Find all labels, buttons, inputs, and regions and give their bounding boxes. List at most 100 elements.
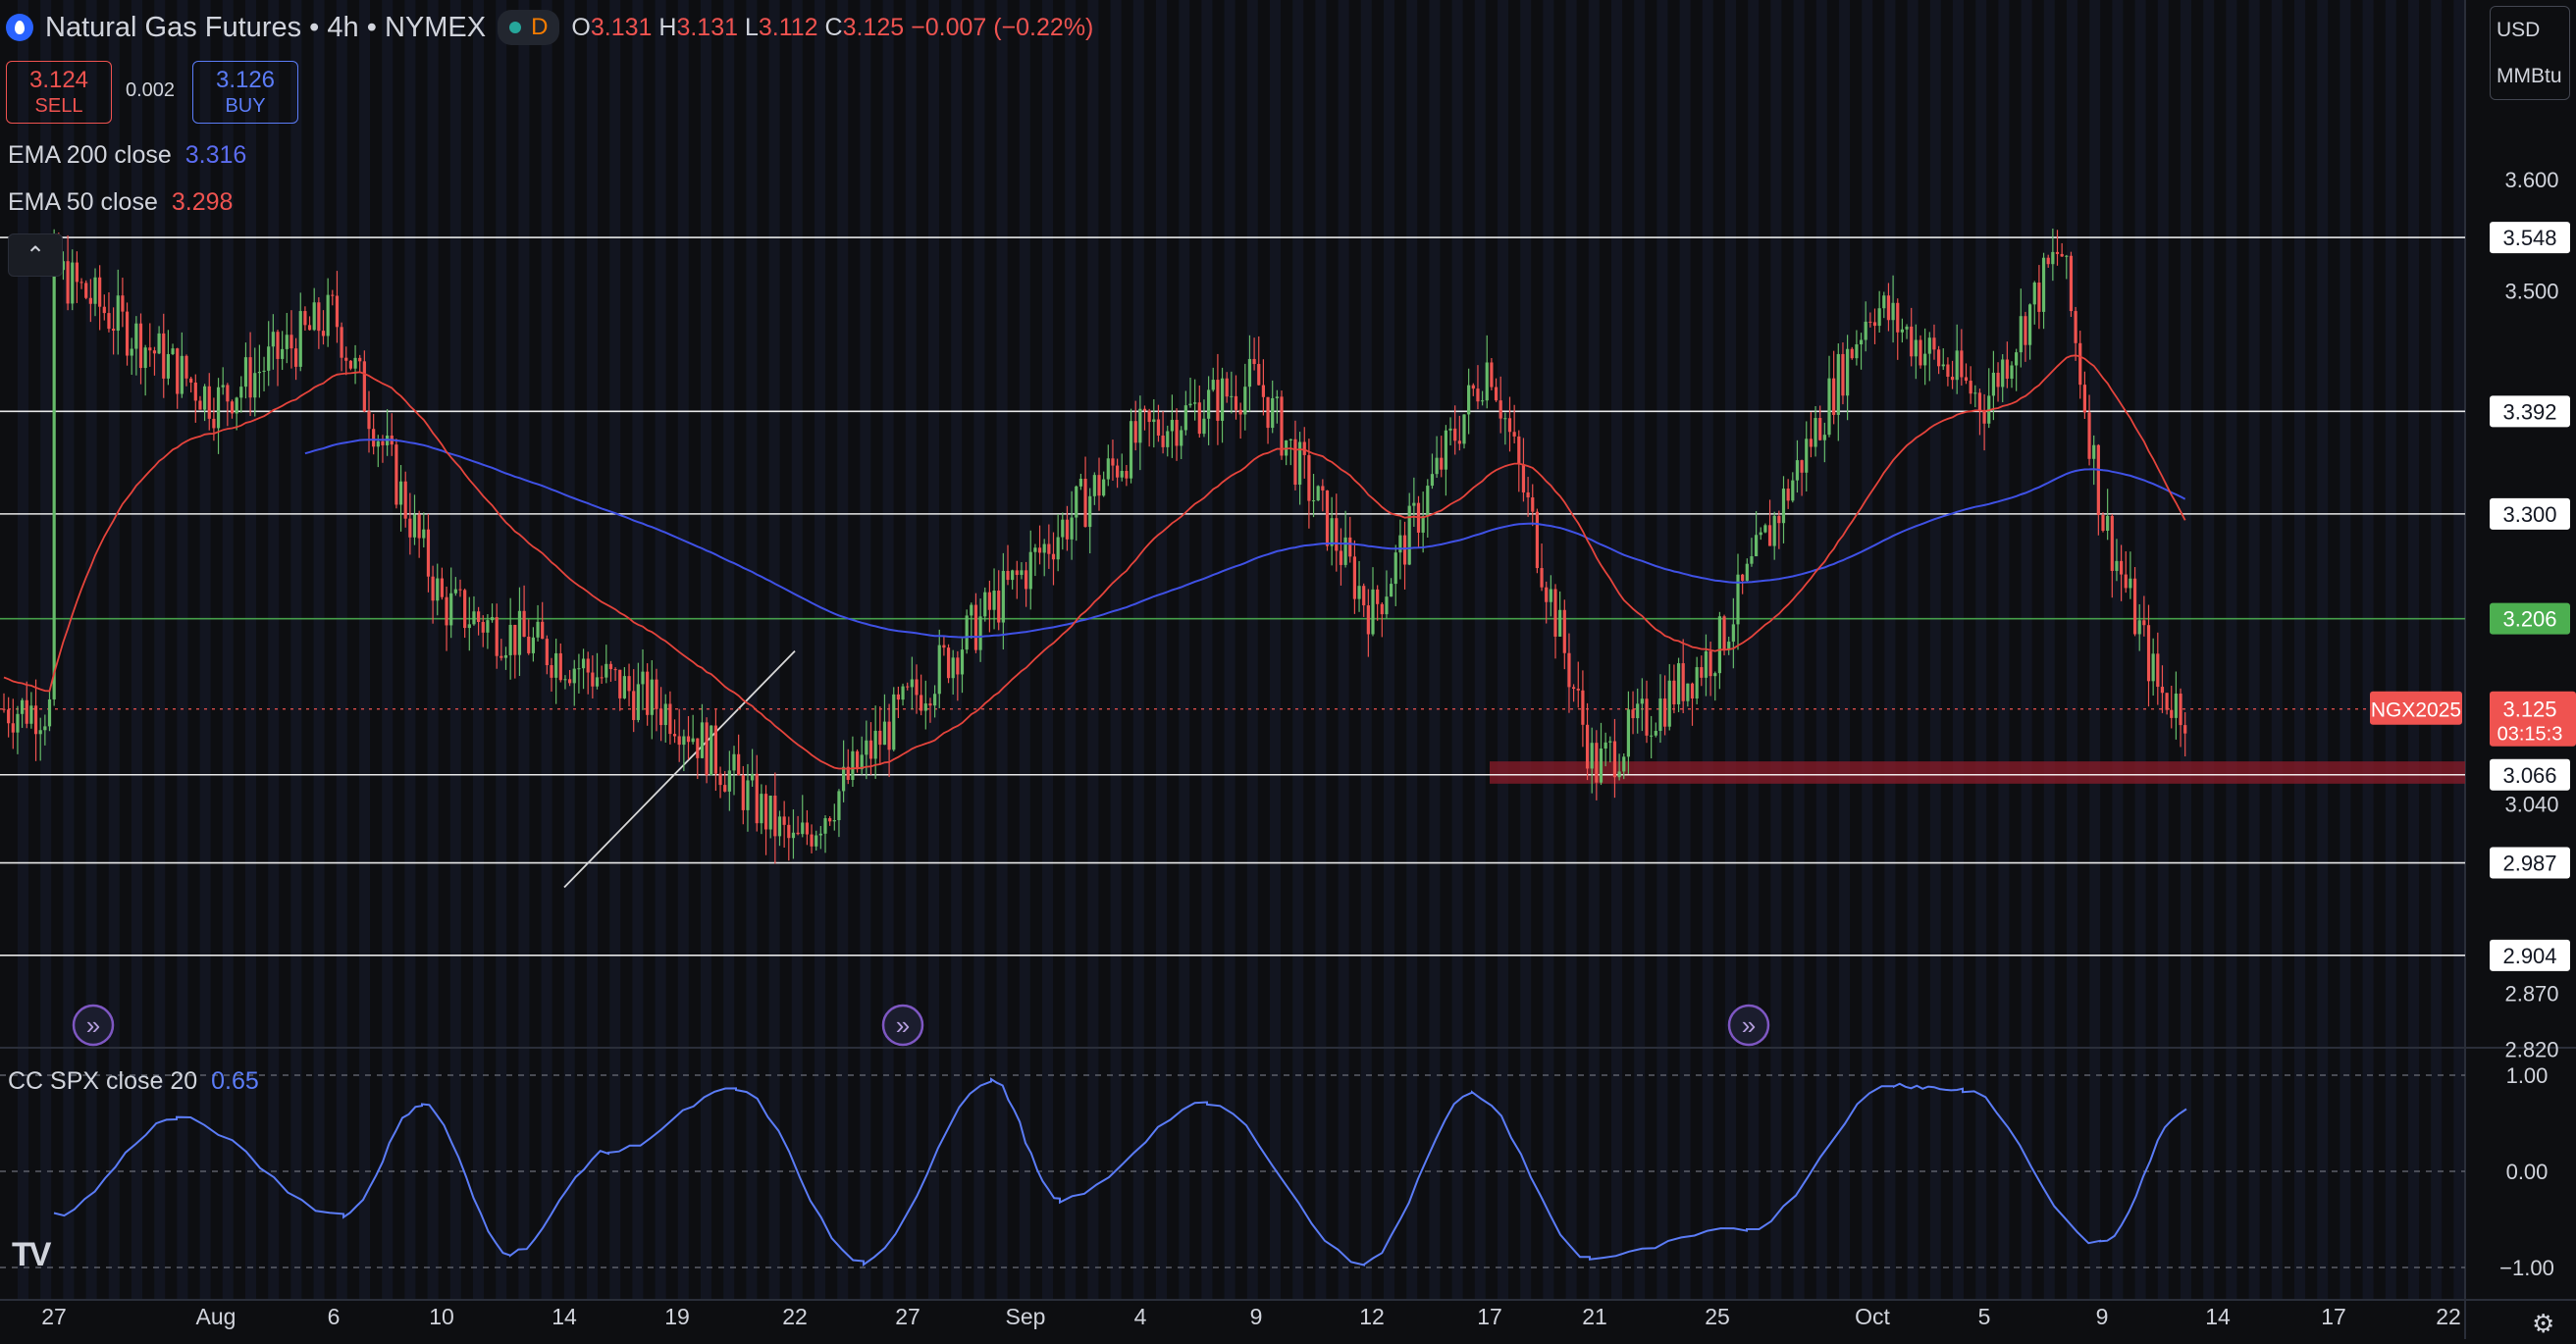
ohlc-readout: O3.131 H3.131 L3.112 C3.125 −0.007 (−0.2… [571, 13, 1094, 41]
trendline[interactable] [563, 650, 796, 889]
candle [773, 796, 777, 837]
candle [463, 590, 467, 629]
forward-arrow-icon[interactable] [881, 1004, 924, 1047]
candle [403, 481, 407, 519]
candle [605, 663, 608, 678]
symbol-title[interactable]: Natural Gas Futures • 4h • NYMEX [45, 11, 487, 43]
currency-unit-selector[interactable]: USD MMBtu [2490, 6, 2570, 100]
session-band [1042, 0, 1053, 1300]
candle [796, 832, 800, 835]
interval[interactable]: 4h [327, 11, 359, 43]
candle [920, 695, 923, 711]
session-band [1611, 0, 1622, 1300]
ema200-line[interactable] [304, 439, 2186, 639]
candle [281, 348, 285, 359]
price-tick: 3.500 [2504, 280, 2558, 304]
candle [1585, 724, 1590, 769]
time-tick: 4 [1134, 1304, 1147, 1329]
candle [1293, 439, 1297, 486]
candle [1298, 441, 1302, 486]
candle [298, 311, 302, 367]
session-band [1132, 0, 1144, 1300]
candle [686, 736, 691, 743]
candle [2179, 694, 2182, 726]
candle [1595, 743, 1599, 783]
cc-spx-line[interactable] [53, 1077, 2187, 1267]
candle [1161, 435, 1165, 447]
session-band [336, 0, 347, 1300]
sell-button[interactable]: 3.124 SELL [6, 61, 112, 124]
candle [257, 371, 261, 374]
candle [230, 401, 235, 414]
legend-ema200[interactable]: EMA 200 close 3.316 [8, 141, 246, 170]
legend-ema50[interactable]: EMA 50 close 3.298 [8, 188, 233, 217]
candle [1011, 570, 1015, 581]
candle [33, 705, 38, 735]
session-band [746, 0, 758, 1300]
candle [1704, 650, 1709, 678]
support-zone[interactable] [1490, 761, 2465, 784]
session-band [268, 0, 280, 1300]
candle [71, 262, 75, 304]
candle [554, 652, 558, 678]
legend-cc-spx[interactable]: CC SPX close 20 0.65 [8, 1067, 259, 1096]
session-band [2248, 0, 2260, 1300]
currency-label: USD [2497, 18, 2541, 41]
candle [317, 302, 321, 332]
level-label-box [2490, 847, 2570, 879]
candle [372, 429, 376, 447]
candle [1919, 339, 1922, 366]
candle [1288, 439, 1292, 440]
candle [1763, 525, 1767, 533]
candle [431, 576, 435, 601]
candle [1786, 489, 1790, 501]
candle [1964, 377, 1969, 382]
candle [531, 637, 535, 653]
candle [1755, 535, 1759, 557]
candle [276, 332, 280, 359]
candle [568, 679, 572, 684]
chevron-up-icon[interactable]: ⌃ [8, 233, 63, 277]
candle [851, 750, 855, 780]
candle [1640, 698, 1644, 704]
candle [818, 833, 822, 836]
candle [1800, 460, 1804, 473]
candle [312, 302, 316, 331]
candle [453, 589, 457, 594]
session-band [1429, 0, 1441, 1300]
candle [1485, 362, 1489, 401]
candle [1932, 337, 1936, 350]
chart-header: Natural Gas Futures • 4h • NYMEX D O3.13… [6, 8, 1093, 47]
candle [1914, 339, 1918, 357]
forward-arrow-icon[interactable] [1727, 1004, 1770, 1047]
session-band [1201, 0, 1213, 1300]
symbol-tag-box[interactable] [2370, 691, 2462, 725]
candle [1129, 421, 1133, 479]
candle [1882, 295, 1886, 309]
candle [805, 822, 809, 835]
candle [134, 323, 138, 349]
candle [2101, 515, 2105, 531]
gear-icon[interactable]: ⚙ [2532, 1309, 2555, 1338]
session-band [1679, 0, 1691, 1300]
buy-button[interactable]: 3.126 BUY [192, 61, 298, 124]
candle [1941, 364, 1945, 367]
candle [577, 668, 581, 670]
candle [166, 353, 170, 379]
candle [1216, 380, 1220, 421]
candle [1836, 353, 1840, 415]
candle [887, 721, 891, 750]
candle [376, 440, 380, 447]
market-status-pill[interactable]: D [498, 10, 560, 45]
session-band [1360, 0, 1372, 1300]
ema50-value: 3.298 [171, 188, 234, 216]
tradingview-logo[interactable]: TV [12, 1236, 51, 1273]
session-band [359, 0, 370, 1300]
candle [1183, 405, 1187, 431]
candle [326, 294, 330, 336]
forward-arrow-icon[interactable] [72, 1004, 115, 1047]
ema50-line[interactable] [3, 354, 2186, 770]
candle [2037, 283, 2041, 312]
